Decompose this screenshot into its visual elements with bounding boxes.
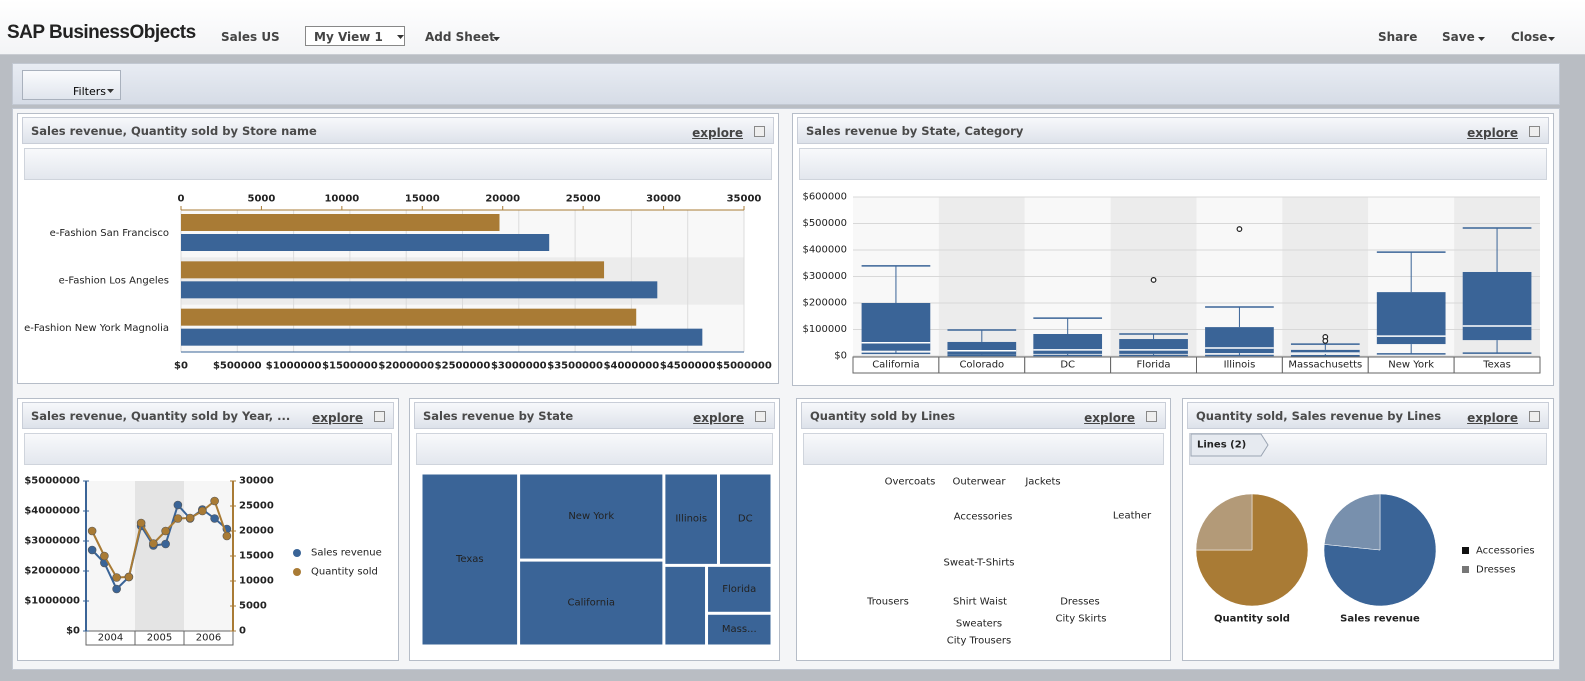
explore-link[interactable]: explore xyxy=(693,411,744,425)
explore-link[interactable]: explore xyxy=(1084,411,1135,425)
app-header: SAP BusinessObjects Sales US My View 1 A… xyxy=(0,0,1585,55)
panel: Sales revenue, Quantity sold by Year, ..… xyxy=(17,398,399,661)
panel-title: Sales revenue, Quantity sold by Year, ..… xyxy=(31,409,291,423)
panel: Sales revenue, Quantity sold by Store na… xyxy=(17,113,779,384)
panel-title: Quantity sold, Sales revenue by Lines xyxy=(1196,409,1442,423)
panel: Quantity sold by Lines explore xyxy=(796,398,1171,661)
panel: Quantity sold, Sales revenue by Lines exp… xyxy=(1182,398,1554,661)
filter-strip xyxy=(24,148,772,180)
filters-button[interactable]: Filters xyxy=(22,70,121,100)
close-icon[interactable] xyxy=(1529,126,1540,137)
logo: SAP BusinessObjects xyxy=(7,22,196,43)
close-icon[interactable] xyxy=(1146,411,1157,422)
panel-header: Sales revenue, Quantity sold by Store na… xyxy=(22,117,774,144)
filter-strip xyxy=(1189,433,1547,465)
panel: Sales revenue by State, Category explore xyxy=(792,113,1554,386)
explore-link[interactable]: explore xyxy=(312,411,363,425)
filter-strip xyxy=(803,433,1164,465)
document-name: Sales US xyxy=(221,30,280,44)
panel-title: Sales revenue, Quantity sold by Store na… xyxy=(31,124,317,138)
panel-title: Quantity sold by Lines xyxy=(810,409,956,423)
close-icon[interactable] xyxy=(755,411,766,422)
panel-title: Sales revenue by State, Category xyxy=(806,124,1024,138)
close-icon[interactable] xyxy=(1529,411,1540,422)
filter-strip xyxy=(24,433,392,465)
panel-header: Sales revenue by State explore xyxy=(414,402,775,429)
add-sheet[interactable]: Add Sheet xyxy=(425,30,495,44)
toolbar: Filters xyxy=(12,63,1560,105)
close-icon[interactable] xyxy=(374,411,385,422)
share-button[interactable]: Share xyxy=(1378,30,1418,44)
filter-strip xyxy=(416,433,773,465)
close-icon[interactable] xyxy=(754,126,765,137)
panel-header: Quantity sold, Sales revenue by Lines exp… xyxy=(1187,402,1549,429)
filters-label: Filters xyxy=(73,85,106,98)
filter-strip xyxy=(799,148,1547,180)
explore-link[interactable]: explore xyxy=(1467,411,1518,425)
save-button[interactable]: Save xyxy=(1442,30,1475,44)
explore-link[interactable]: explore xyxy=(692,126,743,140)
view-selector[interactable]: My View 1 xyxy=(305,26,405,46)
panel: Sales revenue by State explore xyxy=(409,398,780,661)
panel-title: Sales revenue by State xyxy=(423,409,574,423)
close-button[interactable]: Close xyxy=(1511,30,1548,44)
explore-link[interactable]: explore xyxy=(1467,126,1518,140)
panel-header: Sales revenue by State, Category explore xyxy=(797,117,1549,144)
panel-header: Sales revenue, Quantity sold by Year, ..… xyxy=(22,402,394,429)
panel-header: Quantity sold by Lines explore xyxy=(801,402,1166,429)
